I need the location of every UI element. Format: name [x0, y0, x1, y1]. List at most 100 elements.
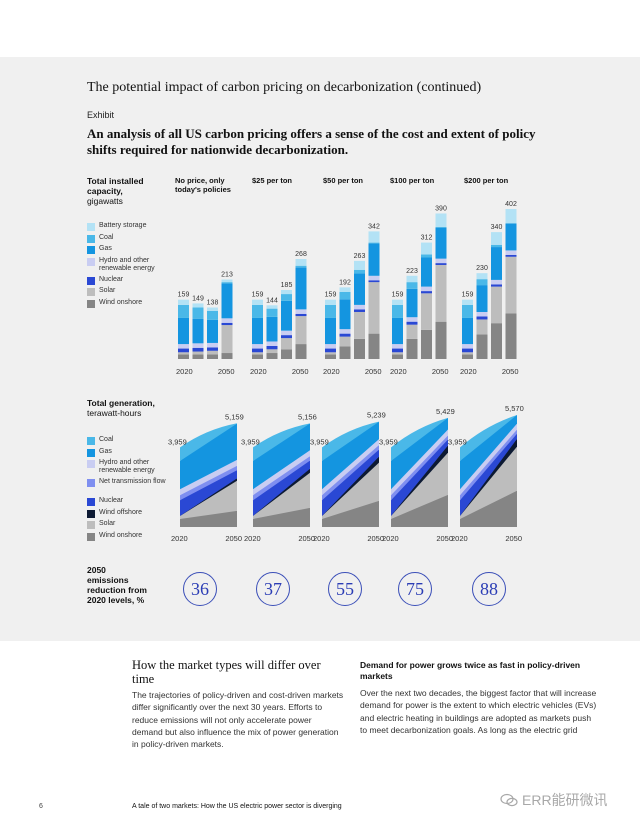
- capacity-bar-segment: [476, 285, 488, 312]
- capacity-bar-segment: [325, 348, 336, 353]
- capacity-bar-segment: [491, 244, 502, 248]
- capacity-bar-segment: [178, 304, 189, 318]
- capacity-bar-segment: [368, 275, 380, 281]
- capacity-bar-segment: [281, 338, 292, 350]
- capacity-bar-segment: [207, 350, 218, 355]
- capacity-bar-segment: [354, 309, 365, 312]
- capacity-bar-segment: [281, 300, 292, 331]
- generation-area-band: [322, 439, 379, 496]
- capacity-axis-start: 2020: [390, 367, 407, 376]
- capacity-bar-segment: [476, 319, 488, 335]
- capacity-bar-segment: [252, 352, 263, 355]
- capacity-total-label: 342: [368, 223, 380, 230]
- capacity-axis-end: 2050: [218, 367, 235, 376]
- generation-legend: Coal Gas Hydro and other renewable energy N…: [87, 436, 177, 543]
- capacity-legend-item: Solar: [87, 287, 172, 299]
- generation-axis-end: 2050: [298, 534, 315, 543]
- capacity-bar-segment: [178, 348, 189, 353]
- capacity-bar-segment: [392, 344, 403, 349]
- capacity-bar-segment: [266, 341, 278, 346]
- generation-start-total: 3,959: [448, 437, 467, 446]
- capacity-axis-end: 2050: [502, 367, 519, 376]
- capacity-bar-segment: [252, 317, 263, 345]
- generation-axis-start: 2020: [244, 534, 261, 543]
- capacity-bar-segment: [325, 317, 336, 345]
- capacity-bar-segment: [476, 311, 488, 317]
- capacity-bar-segment: [178, 354, 189, 359]
- left-column-body: The trajectories of policy-driven and co…: [132, 690, 344, 750]
- capacity-bar-segment: [192, 354, 204, 359]
- generation-area-band: [253, 423, 310, 490]
- capacity-bar-segment: [435, 226, 447, 228]
- capacity-bar-segment: [266, 305, 278, 309]
- capacity-total-label: 192: [339, 279, 351, 286]
- capacity-bar-segment: [392, 352, 403, 355]
- generation-area-band: [322, 445, 379, 501]
- watermark-text: ERR能研微讯: [522, 792, 608, 808]
- capacity-bar-segment: [392, 348, 403, 353]
- capacity-bar-segment: [406, 321, 418, 325]
- capacity-legend-swatch: [87, 257, 95, 266]
- capacity-bar-segment: [266, 349, 278, 354]
- capacity-bar-segment: [325, 344, 336, 349]
- capacity-legend-label: Hydro and other renewable energy: [99, 256, 155, 272]
- capacity-bar-segment: [252, 348, 263, 353]
- capacity-legend-item: Gas: [87, 245, 172, 257]
- generation-area-band: [460, 490, 517, 527]
- capacity-legend: Battery storage Coal Gas Hydro and other re…: [87, 222, 172, 310]
- capacity-bar-segment: [491, 286, 502, 324]
- capacity-axis-start: 2020: [460, 367, 477, 376]
- capacity-bar-segment: [406, 338, 418, 359]
- capacity-bar-segment: [339, 287, 351, 292]
- capacity-bar-segment: [325, 299, 336, 305]
- generation-legend-label: Hydro and other renewable energy: [99, 459, 155, 474]
- generation-legend-swatch: [87, 509, 95, 518]
- capacity-bar-segment: [476, 316, 488, 320]
- capacity-bar-segment: [266, 353, 278, 359]
- generation-area-band: [253, 423, 310, 462]
- capacity-bar-segment: [421, 242, 432, 255]
- generation-legend-item: Hydro and other renewable energy: [87, 459, 177, 478]
- capacity-bar-segment: [435, 264, 447, 322]
- capacity-bar-segment: [491, 232, 502, 245]
- capacity-total-label: 263: [354, 253, 366, 260]
- capacity-bar-segment: [221, 282, 233, 284]
- generation-axis-end: 2050: [505, 534, 522, 543]
- generation-legend-label: Nuclear: [99, 497, 124, 504]
- capacity-bar-segment: [325, 354, 336, 359]
- generation-area-band: [253, 456, 310, 501]
- generation-start-total: 3,959: [241, 437, 260, 446]
- capacity-bar-segment: [505, 254, 517, 257]
- capacity-legend-label: Solar: [99, 287, 116, 294]
- capacity-bar-segment: [295, 316, 307, 345]
- capacity-bar-segment: [207, 310, 218, 320]
- generation-start-total: 3,959: [379, 437, 398, 446]
- generation-legend-item: Wind offshore: [87, 509, 177, 521]
- capacity-bar-segment: [462, 299, 473, 305]
- generation-area-band: [391, 439, 448, 516]
- generation-axis-end: 2050: [225, 534, 242, 543]
- generation-area-band: [460, 415, 517, 462]
- wechat-icon: [500, 793, 518, 807]
- capacity-legend-label: Coal: [99, 233, 114, 241]
- generation-area-band: [460, 446, 517, 519]
- generation-legend-swatch: [87, 460, 95, 468]
- scenario-label-0: No price, only today's policies: [175, 176, 231, 194]
- capacity-legend-item: Coal: [87, 234, 172, 246]
- emissions-reduction-value: 36: [183, 572, 217, 606]
- generation-legend-label: Solar: [99, 520, 116, 527]
- scenario-label-2: $50 per ton: [323, 176, 364, 185]
- capacity-bar-segment: [392, 317, 403, 345]
- capacity-bar-segment: [421, 254, 432, 258]
- capacity-bar-segment: [207, 354, 218, 359]
- capacity-axis-start: 2020: [323, 367, 340, 376]
- capacity-bar-segment: [505, 256, 517, 314]
- generation-legend-label: Wind offshore: [99, 508, 143, 516]
- generation-area-band: [180, 470, 237, 516]
- generation-legend-swatch: [87, 498, 95, 506]
- capacity-bar-segment: [462, 348, 473, 353]
- scenario-label-1: $25 per ton: [252, 176, 293, 185]
- generation-legend-item: Wind onshore: [87, 532, 177, 544]
- emissions-reduction-value: 88: [472, 572, 506, 606]
- capacity-bar-segment: [421, 329, 432, 359]
